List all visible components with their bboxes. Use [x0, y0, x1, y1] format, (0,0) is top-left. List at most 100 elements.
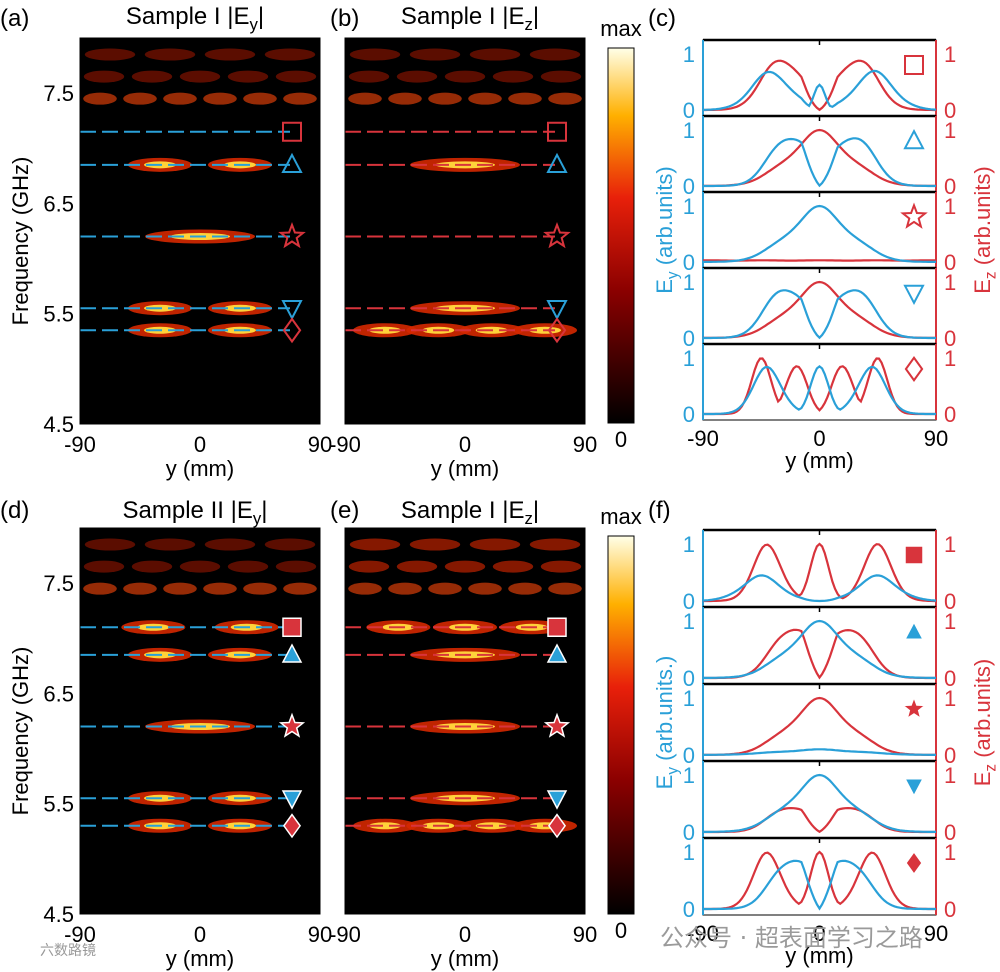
right-tick-1: 1	[944, 42, 956, 67]
triangle-down-open-marker	[903, 284, 925, 306]
triangle-down-filled-marker	[281, 790, 303, 810]
x-tick-label: 90	[573, 922, 597, 947]
heatmap-band-lobe	[492, 70, 534, 83]
right-tick-0: 0	[944, 589, 956, 614]
panel-label: (e)	[330, 497, 359, 524]
panel-label: (f)	[648, 497, 671, 524]
x-tick-label: 0	[813, 426, 825, 451]
left-tick-1: 1	[683, 270, 695, 295]
left-tick-0: 0	[683, 250, 695, 275]
watermark-logo-text: 六数路镜	[40, 943, 96, 959]
heatmap-background	[345, 38, 585, 424]
heatmap-panel: Sample I |Ez| (b) -90 0 90 y (mm)	[329, 3, 597, 481]
heatmap-band-lobe	[264, 538, 316, 551]
diamond-open-marker	[282, 317, 302, 344]
heatmap-band-lobe	[388, 582, 422, 595]
star-open-marker	[900, 202, 928, 229]
y-tick-label: 4.5	[43, 902, 74, 927]
heatmap-panel: Sample I |Ez| (e) -90 0 90 y (mm)	[329, 497, 597, 971]
x-axis-label: y (mm)	[166, 456, 234, 481]
left-tick-1: 1	[683, 118, 695, 143]
right-tick-0: 0	[944, 820, 956, 845]
left-axis-label: Ey (arb.units)	[652, 166, 682, 294]
diamond-open-marker	[904, 356, 924, 382]
subplot-frame	[702, 606, 937, 685]
profile-subplot: 1 0 1 0	[683, 114, 956, 199]
x-axis-label: y (mm)	[431, 456, 499, 481]
panel-label: (a)	[0, 5, 29, 32]
star-open-marker	[278, 221, 306, 249]
heatmap-band-lobe	[203, 582, 237, 595]
heatmap-band-lobe	[444, 70, 486, 83]
left-tick-1: 1	[683, 346, 695, 371]
heatmap-frame	[79, 37, 321, 425]
left-axis-label: Ey (arb.units.)	[652, 656, 682, 790]
left-tick-0: 0	[683, 743, 695, 768]
heatmap-band-lobe	[348, 582, 382, 595]
heatmap-band-lobe	[264, 48, 316, 61]
colorbar-max-label: max	[600, 504, 642, 529]
ey-curve	[703, 748, 936, 757]
heatmap-band-lobe	[396, 70, 438, 83]
heatmap-band-lobe	[144, 48, 196, 61]
subplot-frame	[702, 115, 937, 193]
left-tick-0: 0	[683, 820, 695, 845]
triangle-up-open-marker	[546, 152, 568, 174]
square-open-marker	[282, 121, 302, 142]
x-tick-label: 90	[924, 426, 948, 451]
left-tick-0: 0	[683, 326, 695, 351]
subplot-frame	[702, 39, 937, 117]
ez-curve	[703, 280, 936, 339]
heatmap-band-lobe	[83, 560, 125, 573]
triangle-down-filled-marker	[546, 790, 568, 810]
x-axis-label: y (mm)	[785, 448, 853, 473]
x-tick-label: 0	[459, 922, 471, 947]
heatmap-band-lobe	[492, 560, 534, 573]
profile-subplot: 1 0 1 0	[683, 605, 956, 691]
y-tick-label: 5.5	[43, 302, 74, 327]
heatmap-band-lobe	[469, 538, 521, 551]
right-tick-0: 0	[944, 743, 956, 768]
star-filled-marker	[900, 695, 928, 721]
colorbar-max-label: max	[600, 16, 642, 41]
subplot-frame	[702, 191, 937, 269]
colorbar: max 0	[600, 504, 642, 943]
right-axis-label: Ez (arb.units)	[970, 166, 1000, 294]
ez-curve	[703, 542, 936, 603]
heatmap-band-lobe	[123, 582, 157, 595]
heatmap-band-lobe	[283, 92, 317, 105]
heatmap-band-lobe	[204, 538, 256, 551]
x-tick-label: -90	[64, 922, 96, 947]
x-axis-label: y (mm)	[431, 946, 499, 971]
heatmap-band-lobe	[540, 70, 582, 83]
x-axis-label: y (mm)	[785, 943, 853, 968]
heatmap-band-lobe	[144, 538, 196, 551]
heatmap-mode-core	[369, 822, 401, 830]
heatmap-band-lobe	[529, 538, 581, 551]
colorbar-gradient	[607, 535, 635, 915]
heatmap-band-lobe	[83, 582, 117, 595]
ey-curve	[702, 574, 937, 603]
profile-subplot: 1 0 1 0	[683, 528, 956, 614]
heatmap-band-lobe	[348, 70, 390, 83]
square-filled-marker	[282, 617, 302, 638]
heatmap-band-lobe	[348, 92, 382, 105]
subplot-frame	[702, 267, 937, 345]
heatmap-band-lobe	[83, 92, 117, 105]
colorbar-min-label: 0	[615, 918, 627, 943]
heatmap-frame	[344, 527, 586, 915]
heatmap-band-lobe	[349, 538, 401, 551]
heatmap-band-lobe	[283, 582, 317, 595]
ey-curve	[703, 289, 936, 340]
heatmap-band-lobe	[243, 92, 277, 105]
right-axis-label: Ez (arb.units)	[970, 659, 1000, 787]
heatmap-band-lobe	[227, 560, 269, 573]
heatmap-band-lobe	[409, 538, 461, 551]
right-tick-0: 0	[944, 326, 956, 351]
heatmap-band-lobe	[275, 560, 317, 573]
left-tick-0: 0	[683, 174, 695, 199]
heatmap-band-lobe	[163, 582, 197, 595]
heatmap-band-lobe	[348, 560, 390, 573]
